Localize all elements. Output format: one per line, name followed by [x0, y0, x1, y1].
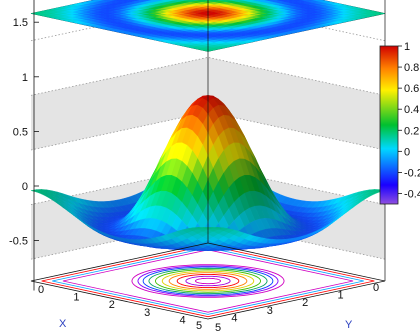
- y-tick-label: 1: [73, 292, 79, 304]
- contour-line: [161, 270, 255, 292]
- z-tick-label: 1: [22, 72, 28, 84]
- x-tick-label: 5: [196, 320, 202, 332]
- contour-line: [185, 275, 231, 287]
- grid-line: [30, 2, 386, 42]
- z-axis-ticks: -0.5 0 0.5 1 1.5: [9, 17, 39, 248]
- colorbar-tick-label: 0.4: [404, 104, 419, 116]
- y-tick-label: 3: [144, 307, 150, 319]
- z-tick-label: -0.5: [9, 236, 28, 248]
- contour-line: [52, 247, 364, 315]
- colorbar-tick-label: 0: [404, 146, 410, 158]
- z-tick-label: 0.5: [13, 126, 28, 138]
- back-wall-right-band: [208, 57, 385, 150]
- colorbar-tick-label: -0.4: [404, 188, 420, 200]
- z-tick-label: 0: [22, 181, 28, 193]
- contour-line: [131, 264, 285, 298]
- colorbar-gradient: [379, 45, 399, 205]
- contour-line: [41, 244, 375, 318]
- colorbar-tick-label: 0.8: [404, 62, 419, 74]
- contour-line: [142, 266, 274, 296]
- contour-projection: [41, 244, 375, 318]
- z-tick-label: 1.5: [13, 17, 28, 29]
- colorbar: 1 0.8 0.6 0.4 0.2 0 -0.2 -0.4: [379, 41, 420, 205]
- x-tick-label: 3: [267, 305, 273, 317]
- contour-line: [148, 267, 268, 295]
- y-tick-label: 2: [109, 299, 115, 311]
- contour-line: [154, 269, 262, 293]
- y-axis-title: Y: [345, 319, 353, 331]
- x-axis-title: X: [59, 318, 67, 330]
- colorbar-ticks: 1 0.8 0.6 0.4 0.2 0 -0.2 -0.4: [398, 41, 420, 200]
- grid-lines: [30, 2, 386, 260]
- x-tick-label: 2: [302, 297, 308, 309]
- colorbar-tick-label: 0.6: [404, 83, 419, 95]
- grid-line: [30, 220, 386, 260]
- x-tick-label: 1: [338, 290, 344, 302]
- grid-line: [30, 111, 386, 151]
- colorbar-tick-label: -0.2: [404, 167, 420, 179]
- y-tick-label: 5: [215, 322, 221, 334]
- grid-line: [30, 166, 386, 205]
- floor-frame: [30, 242, 386, 320]
- contour-line: [137, 265, 279, 297]
- contour-line: [62, 249, 354, 313]
- x-tick-label: 0: [373, 282, 379, 294]
- contour-line: [168, 272, 248, 290]
- x-tick-label: 4: [231, 312, 237, 324]
- contour-line: [176, 273, 240, 289]
- back-wall-left-band: [31, 57, 208, 150]
- contour-line: [194, 277, 222, 285]
- colorbar-tick-label: 0.2: [404, 125, 419, 137]
- surface-mesh: [30, 95, 386, 251]
- colorbar-tick-label: 1: [404, 41, 410, 53]
- grid-line: [30, 56, 386, 96]
- y-tick-label: 4: [180, 314, 186, 326]
- y-tick-label: 0: [38, 284, 44, 296]
